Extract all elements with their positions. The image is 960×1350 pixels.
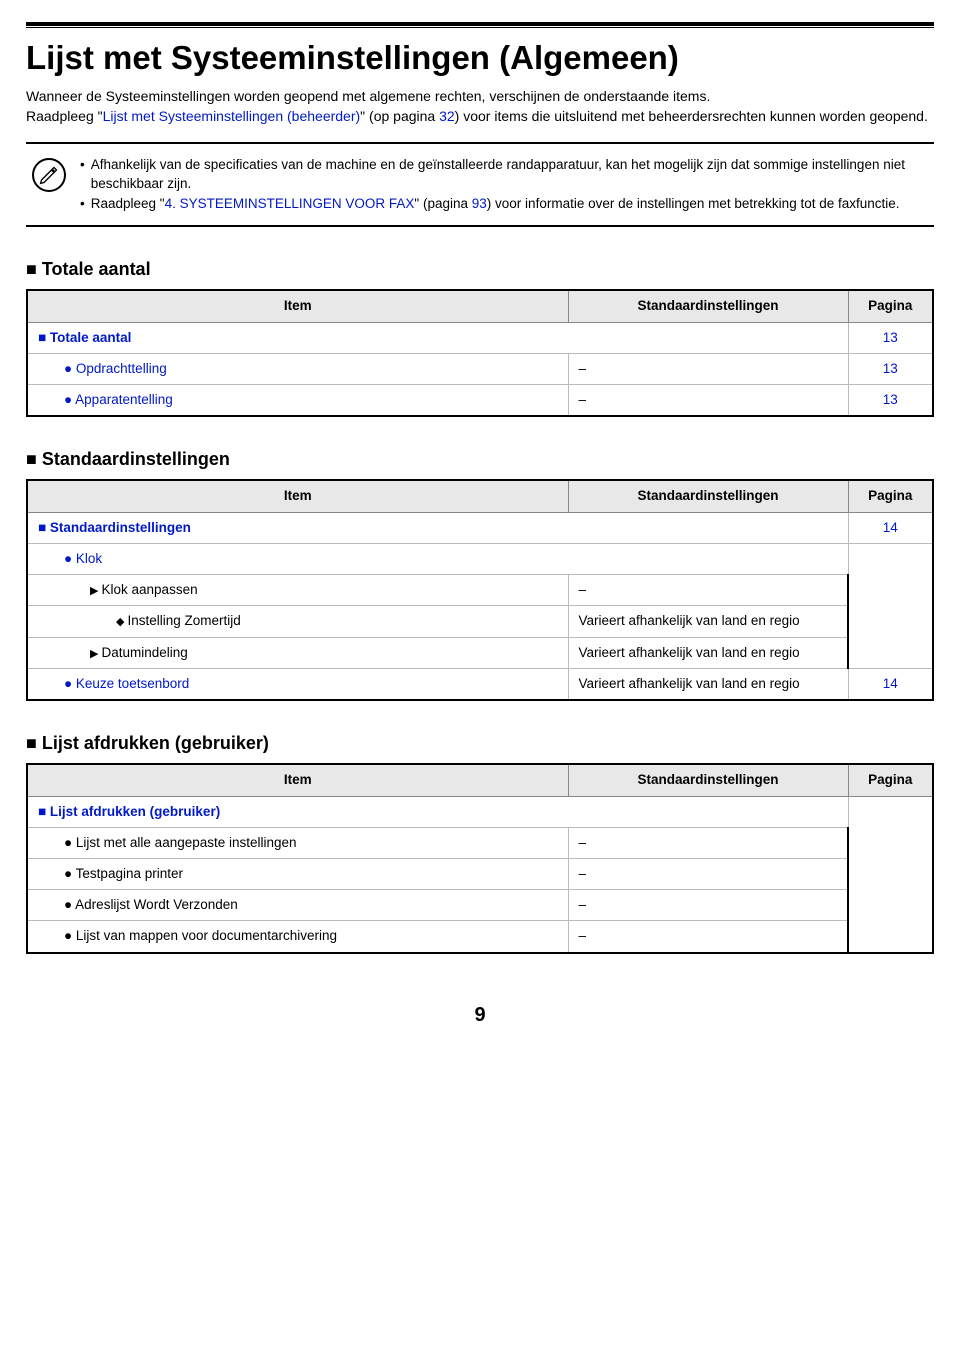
table-row: Lijst afdrukken (gebruiker) bbox=[27, 796, 933, 827]
item-alle-aangepaste: Lijst met alle aangepaste instellingen bbox=[38, 834, 297, 852]
section-heading-standaard: Standaardinstellingen bbox=[26, 447, 934, 471]
table-row: Opdrachttelling – 13 bbox=[27, 353, 933, 384]
link-keuze-toetsenbord[interactable]: Keuze toetsenbord bbox=[38, 675, 189, 693]
intro-line-1: Wanneer de Systeeminstellingen worden ge… bbox=[26, 87, 934, 106]
table-totale: Item Standaardinstellingen Pagina Totale… bbox=[26, 289, 934, 417]
table-row: Keuze toetsenbord Varieert afhankelijk v… bbox=[27, 668, 933, 700]
note-bullet-2: Raadpleeg "4. SYSTEEMINSTELLINGEN VOOR F… bbox=[91, 195, 900, 213]
note-box: •Afhankelijk van de specificaties van de… bbox=[26, 142, 934, 227]
col-item: Item bbox=[27, 290, 568, 322]
table-row: Standaardinstellingen 14 bbox=[27, 512, 933, 543]
item-adreslijst: Adreslijst Wordt Verzonden bbox=[38, 896, 238, 914]
link-fax-settings[interactable]: 4. SYSTEEMINSTELLINGEN VOOR FAX bbox=[165, 196, 415, 211]
link-klok[interactable]: Klok bbox=[38, 550, 102, 568]
page-link[interactable]: 14 bbox=[848, 668, 933, 700]
item-klok-aanpassen: Klok aanpassen bbox=[38, 581, 198, 599]
link-standaardinstellingen[interactable]: Standaardinstellingen bbox=[38, 520, 191, 535]
note-bullet-1: Afhankelijk van de specificaties van de … bbox=[91, 156, 928, 192]
table-row: Lijst met alle aangepaste instellingen – bbox=[27, 827, 933, 858]
link-beheerder[interactable]: Lijst met Systeeminstellingen (beheerder… bbox=[103, 108, 361, 124]
table-row: Klok bbox=[27, 543, 933, 574]
item-mappen-archief: Lijst van mappen voor documentarchiverin… bbox=[38, 927, 337, 945]
item-datumindeling: Datumindeling bbox=[38, 644, 188, 662]
table-row: Adreslijst Wordt Verzonden – bbox=[27, 890, 933, 921]
page-link[interactable]: 13 bbox=[848, 322, 933, 353]
table-row: Apparatentelling – 13 bbox=[27, 384, 933, 416]
pencil-icon bbox=[32, 158, 66, 192]
link-opdrachttelling[interactable]: Opdrachttelling bbox=[38, 360, 167, 378]
page-top-rule bbox=[26, 22, 934, 28]
link-apparatentelling[interactable]: Apparatentelling bbox=[38, 391, 173, 409]
link-lijst-afdrukken[interactable]: Lijst afdrukken (gebruiker) bbox=[38, 804, 220, 819]
page-link[interactable]: 13 bbox=[848, 353, 933, 384]
table-row: Datumindeling Varieert afhankelijk van l… bbox=[27, 637, 933, 668]
page-title: Lijst met Systeeminstellingen (Algemeen) bbox=[26, 36, 934, 81]
page-link[interactable]: 14 bbox=[848, 512, 933, 543]
item-zomertijd: Instelling Zomertijd bbox=[38, 612, 241, 630]
page-number: 9 bbox=[26, 1002, 934, 1029]
link-page-93[interactable]: 93 bbox=[472, 196, 487, 211]
col-page: Pagina bbox=[848, 290, 933, 322]
intro-text: Wanneer de Systeeminstellingen worden ge… bbox=[26, 87, 934, 127]
page-link[interactable] bbox=[848, 796, 933, 953]
section-heading-totale: Totale aantal bbox=[26, 257, 934, 281]
table-row: Testpagina printer – bbox=[27, 858, 933, 889]
page-link[interactable]: 13 bbox=[848, 384, 933, 416]
item-testpagina: Testpagina printer bbox=[38, 865, 183, 883]
note-text: •Afhankelijk van de specificaties van de… bbox=[80, 154, 928, 215]
table-lijst: Item Standaardinstellingen Pagina Lijst … bbox=[26, 763, 934, 953]
table-row: Instelling Zomertijd Varieert afhankelij… bbox=[27, 606, 933, 637]
col-std: Standaardinstellingen bbox=[568, 290, 848, 322]
link-page-32[interactable]: 32 bbox=[439, 108, 455, 124]
intro-line-2: Raadpleeg "Lijst met Systeeminstellingen… bbox=[26, 107, 934, 126]
table-row: Totale aantal 13 bbox=[27, 322, 933, 353]
section-heading-lijst: Lijst afdrukken (gebruiker) bbox=[26, 731, 934, 755]
table-row: Klok aanpassen – bbox=[27, 575, 933, 606]
table-row: Lijst van mappen voor documentarchiverin… bbox=[27, 921, 933, 953]
link-totale-aantal[interactable]: Totale aantal bbox=[38, 330, 131, 345]
page-link[interactable] bbox=[848, 543, 933, 668]
table-standaard: Item Standaardinstellingen Pagina Standa… bbox=[26, 479, 934, 701]
